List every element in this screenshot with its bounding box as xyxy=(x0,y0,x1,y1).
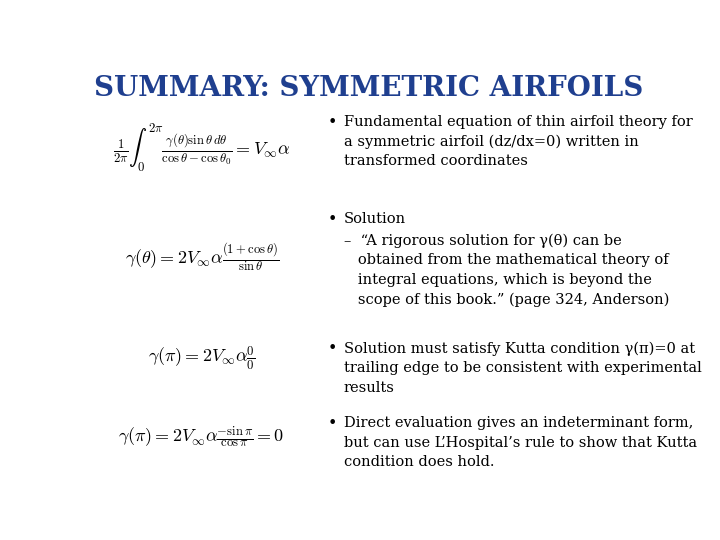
Text: $\gamma(\pi) = 2V_{\infty}\alpha\frac{0}{0}$: $\gamma(\pi) = 2V_{\infty}\alpha\frac{0}… xyxy=(148,344,255,372)
Text: •: • xyxy=(327,212,336,227)
Text: SUMMARY: SYMMETRIC AIRFOILS: SUMMARY: SYMMETRIC AIRFOILS xyxy=(94,75,644,102)
Text: Fundamental equation of thin airfoil theory for
a symmetric airfoil (dz/dx=0) wr: Fundamental equation of thin airfoil the… xyxy=(344,114,693,168)
Text: –  “A rigorous solution for γ(θ) can be
   obtained from the mathematical theory: – “A rigorous solution for γ(θ) can be o… xyxy=(344,233,670,307)
Text: •: • xyxy=(327,114,336,130)
Text: Solution must satisfy Kutta condition γ(π)=0 at
trailing edge to be consistent w: Solution must satisfy Kutta condition γ(… xyxy=(344,341,701,395)
Text: •: • xyxy=(327,341,336,356)
Text: •: • xyxy=(327,416,336,431)
Text: Solution: Solution xyxy=(344,212,406,226)
Text: Direct evaluation gives an indeterminant form,
but can use L’Hospital’s rule to : Direct evaluation gives an indeterminant… xyxy=(344,416,697,469)
Text: $\frac{1}{2\pi}\int_{0}^{2\pi}\frac{\gamma(\theta)\sin\theta\,d\theta}{\cos\thet: $\frac{1}{2\pi}\int_{0}^{2\pi}\frac{\gam… xyxy=(113,122,290,174)
Text: $\gamma(\theta) = 2V_{\infty}\alpha\frac{(1+\cos\theta)}{\sin\theta}$: $\gamma(\theta) = 2V_{\infty}\alpha\frac… xyxy=(125,242,279,274)
Text: $\gamma(\pi) = 2V_{\infty}\alpha\frac{-\sin\pi}{\cos\pi} = 0$: $\gamma(\pi) = 2V_{\infty}\alpha\frac{-\… xyxy=(119,424,284,449)
